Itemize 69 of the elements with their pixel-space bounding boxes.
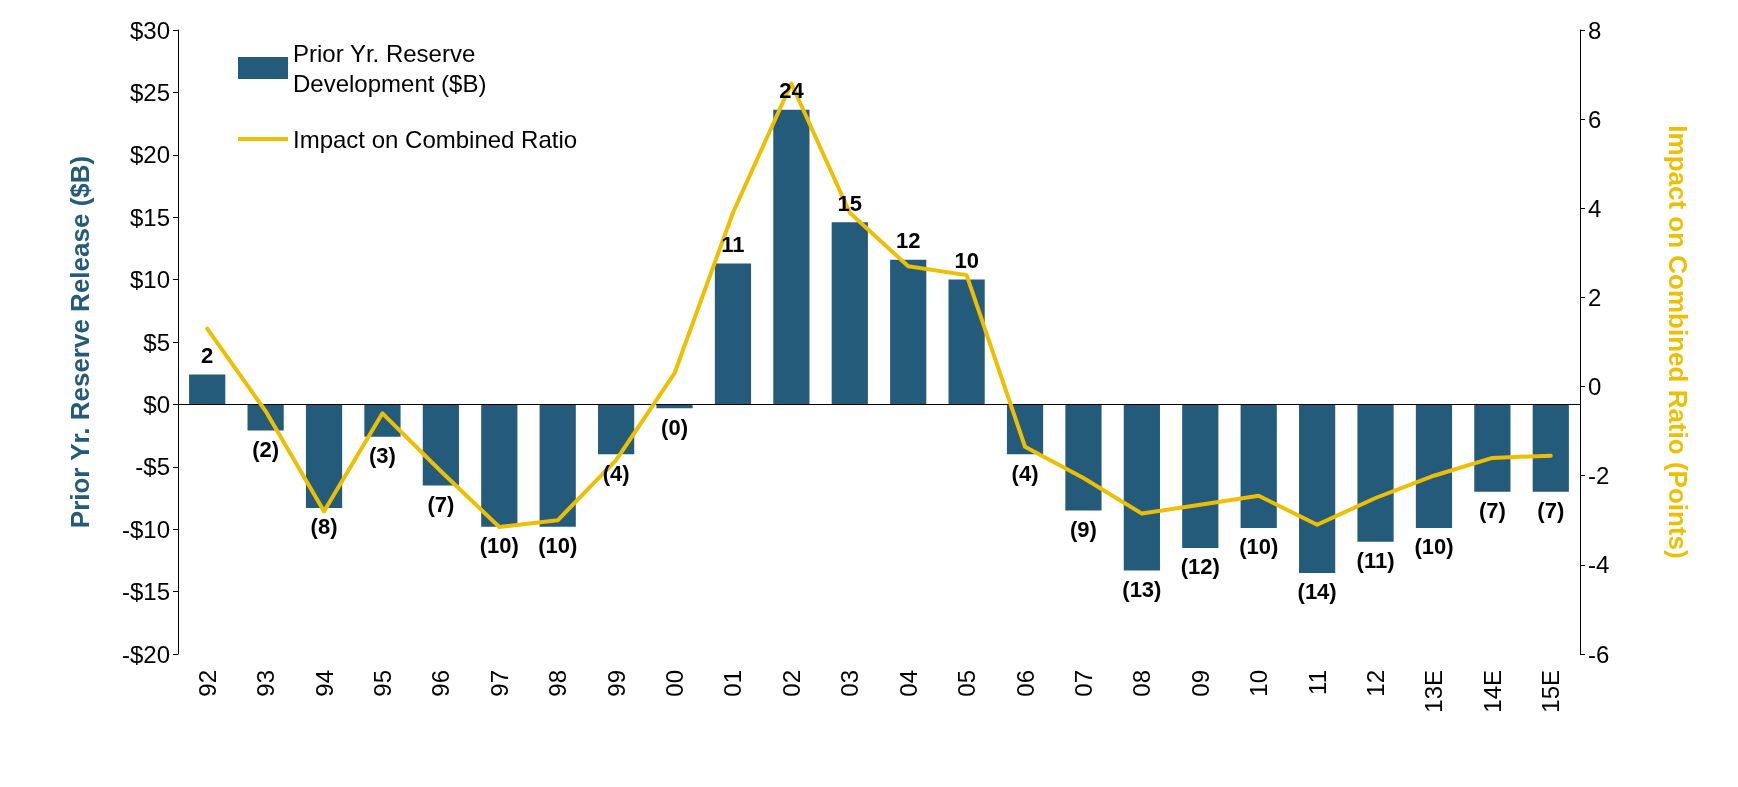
y-tick-label: $20 bbox=[129, 141, 170, 169]
y-tick-label: -$20 bbox=[121, 640, 170, 668]
y-tick-label: $15 bbox=[129, 203, 170, 231]
data-label: (10) bbox=[479, 533, 519, 559]
data-label: (13) bbox=[1122, 576, 1162, 602]
x-tick-label: 14E bbox=[1478, 670, 1506, 713]
y-tick-label: $10 bbox=[129, 266, 170, 294]
x-tick-label: 93 bbox=[252, 670, 280, 697]
data-label: (7) bbox=[427, 492, 455, 518]
y2-axis-title: Impact on Combined Ratio (Points) bbox=[1663, 125, 1693, 559]
data-label: (3) bbox=[369, 443, 396, 469]
x-tick-label: 00 bbox=[661, 670, 689, 697]
y-tick-label: $30 bbox=[129, 16, 170, 44]
data-label: (11) bbox=[1356, 548, 1395, 574]
data-label: (10) bbox=[1414, 534, 1454, 560]
y2-tick-label: 0 bbox=[1588, 373, 1602, 401]
y-tick-label: $0 bbox=[143, 390, 170, 418]
y2-tick-label: 2 bbox=[1588, 283, 1602, 311]
data-label: (8) bbox=[310, 514, 338, 540]
y2-tick-label: -4 bbox=[1588, 551, 1610, 579]
x-tick-label: 94 bbox=[310, 670, 338, 697]
y-tick-label: -$5 bbox=[135, 453, 170, 481]
data-label: (4) bbox=[1011, 460, 1039, 486]
x-tick-label: 01 bbox=[719, 670, 747, 697]
data-label: (7) bbox=[1478, 498, 1506, 524]
data-label: 2 bbox=[201, 342, 214, 368]
data-label: (9) bbox=[1070, 516, 1097, 542]
y-tick-label: $5 bbox=[143, 328, 170, 356]
x-tick-label: 13E bbox=[1420, 670, 1448, 713]
data-label: (7) bbox=[1537, 498, 1565, 524]
data-label: (0) bbox=[661, 414, 688, 440]
y2-tick-label: -6 bbox=[1588, 640, 1610, 668]
x-tick-label: 05 bbox=[953, 670, 981, 697]
x-tick-label: 92 bbox=[193, 670, 221, 697]
y-axis-title: Prior Yr. Reserve Release ($B) bbox=[65, 155, 95, 529]
y2-tick-label: 8 bbox=[1588, 16, 1602, 44]
y2-tick-label: 4 bbox=[1588, 194, 1602, 222]
data-label: (2) bbox=[252, 437, 280, 463]
x-tick-label: 08 bbox=[1128, 670, 1156, 697]
data-label: (10) bbox=[1239, 534, 1279, 560]
data-label: (12) bbox=[1180, 554, 1220, 580]
data-label: 11 bbox=[721, 231, 745, 257]
y-tick-label: -$15 bbox=[121, 578, 170, 606]
y2-tick-label: 6 bbox=[1588, 105, 1602, 133]
x-tick-label: 12 bbox=[1362, 670, 1390, 697]
y-tick-label: $25 bbox=[129, 78, 170, 106]
x-tick-label: 07 bbox=[1069, 670, 1097, 697]
data-label: (14) bbox=[1297, 579, 1337, 605]
x-tick-label: 03 bbox=[836, 670, 864, 697]
legend-label: Impact on Combined Ratio bbox=[293, 125, 578, 153]
y-tick-label: -$10 bbox=[121, 515, 170, 543]
x-tick-label: 98 bbox=[544, 670, 572, 697]
x-tick-label: 04 bbox=[894, 670, 922, 697]
x-tick-label: 06 bbox=[1011, 670, 1039, 697]
x-tick-label: 02 bbox=[777, 670, 805, 697]
x-tick-label: 99 bbox=[602, 670, 630, 697]
x-tick-label: 09 bbox=[1186, 670, 1214, 697]
x-tick-label: 11 bbox=[1303, 670, 1331, 695]
data-label: (4) bbox=[602, 460, 630, 486]
x-tick-label: 15E bbox=[1537, 670, 1565, 713]
data-label: 10 bbox=[954, 248, 979, 274]
legend-label: Prior Yr. Reserve Development ($B) bbox=[293, 39, 487, 97]
data-label: 12 bbox=[895, 228, 921, 254]
y2-tick-label: -2 bbox=[1588, 462, 1610, 490]
data-label: (10) bbox=[538, 533, 578, 559]
x-tick-label: 95 bbox=[368, 670, 396, 697]
x-tick-label: 10 bbox=[1245, 670, 1273, 697]
x-tick-label: 96 bbox=[427, 670, 455, 697]
x-tick-label: 97 bbox=[485, 670, 513, 697]
